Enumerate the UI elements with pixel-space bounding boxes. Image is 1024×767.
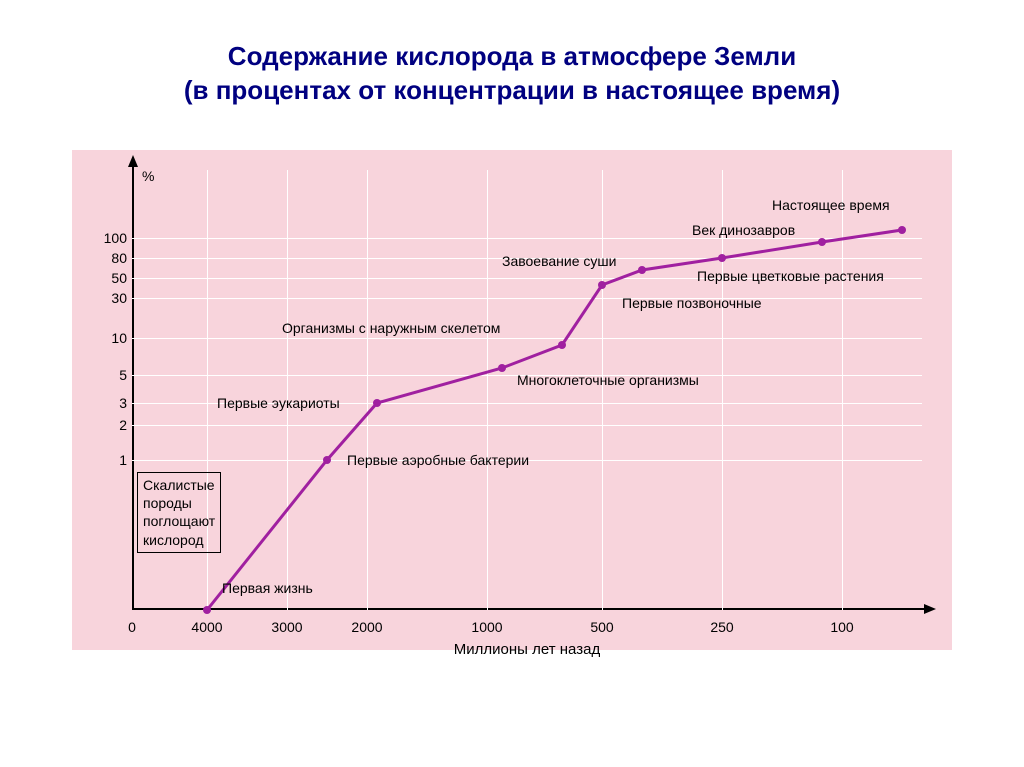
y-tick-label: 2 [87,417,127,433]
data-point [498,364,506,372]
title-line-2: (в процентах от концентрации в настоящее… [184,75,840,105]
y-tick-label: 5 [87,367,127,383]
point-label: Первые эукариоты [217,395,340,411]
title-line-1: Содержание кислорода в атмосфере Земли [228,41,796,71]
y-tick-label: 80 [87,250,127,266]
x-tick-label: 250 [710,619,733,635]
data-point [598,281,606,289]
data-point [898,226,906,234]
data-point [373,399,381,407]
point-label: Первая жизнь [222,580,313,596]
x-tick-label: 3000 [271,619,302,635]
gridline-v [287,170,288,610]
x-tick-label: 100 [830,619,853,635]
y-axis [132,160,134,610]
y-tick-label: 1 [87,452,127,468]
point-label: Первые аэробные бактерии [347,452,529,468]
data-point [638,266,646,274]
x-tick-label: 1000 [471,619,502,635]
point-label: Первые цветковые растения [697,268,884,284]
plot-region: % Миллионы лет назад 1235103050801000400… [132,170,922,610]
x-axis [132,608,932,610]
x-tick-label: 2000 [351,619,382,635]
point-label: Завоевание суши [502,253,616,269]
data-point [818,238,826,246]
y-tick-label: 100 [87,230,127,246]
rock-text-4: кислород [143,532,204,548]
x-axis-arrow-icon [924,604,936,614]
gridline-h [132,338,922,339]
y-tick-label: 3 [87,395,127,411]
point-label: Век динозавров [692,222,795,238]
x-tick-label: 4000 [191,619,222,635]
gridline-v [367,170,368,610]
data-point [203,606,211,614]
data-point [718,254,726,262]
data-point [323,456,331,464]
gridline-v [602,170,603,610]
x-axis-label: Миллионы лет назад [454,641,600,658]
chart-area: % Миллионы лет назад 1235103050801000400… [72,150,952,650]
x-tick-label: 0 [128,619,136,635]
rock-text-1: Скалистые [143,477,215,493]
x-tick-label: 500 [590,619,613,635]
chart-title: Содержание кислорода в атмосфере Земли (… [0,0,1024,108]
gridline-h [132,238,922,239]
gridline-h [132,425,922,426]
gridline-h [132,298,922,299]
y-tick-label: 50 [87,270,127,286]
gridline-v [842,170,843,610]
point-label: Первые позвоночные [622,295,762,311]
point-label: Настоящее время [772,197,890,213]
y-tick-label: 10 [87,330,127,346]
y-tick-label: 30 [87,290,127,306]
rock-text-3: поглощают [143,513,215,529]
point-label: Организмы с наружным скелетом [282,320,500,336]
rock-annotation-box: Скалистые породы поглощают кислород [137,472,221,553]
gridline-v [487,170,488,610]
rock-text-2: породы [143,495,192,511]
y-axis-arrow-icon [128,155,138,167]
point-label: Многоклеточные организмы [517,372,699,388]
y-unit-label: % [142,168,154,184]
data-point [558,341,566,349]
data-line [132,170,922,610]
